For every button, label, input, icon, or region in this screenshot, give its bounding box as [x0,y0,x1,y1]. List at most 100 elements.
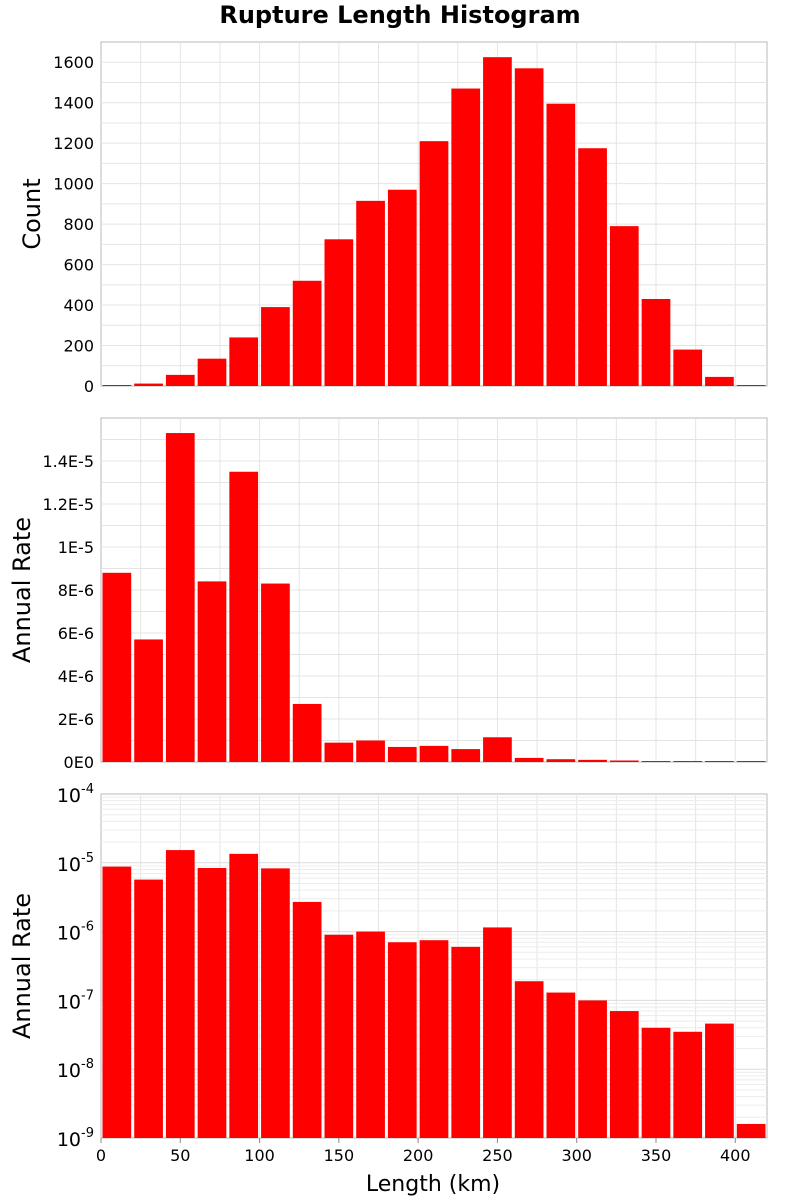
bar-count-10 [102,385,132,386]
y-tick-label: 1200 [53,134,94,153]
y-tick-label: 6E-6 [58,624,94,643]
y-tick-label: 1000 [53,175,94,194]
bar-count-390 [705,376,734,386]
bar-count-190 [387,189,417,386]
bar-rate-log-410 [736,1123,766,1138]
bar-rate-linear-90 [229,471,259,762]
bar-rate-linear-350 [641,761,671,762]
y-tick-label: 4E-6 [58,667,94,686]
bar-rate-linear-390 [705,761,734,762]
bar-rate-linear-110 [261,583,290,762]
panel-rate-log: 10-9 10-8 10-7 10-6 10-5 10-4 Annual Rate [8,782,768,1151]
bar-rate-log-330 [609,1011,639,1138]
bar-rate-linear-290 [546,759,576,762]
x-tick-label: 300 [561,1146,592,1165]
x-tick-label: 150 [324,1146,355,1165]
y-tick-label: 2E-6 [58,710,94,729]
y-axis-label: Count [18,178,46,249]
bar-rate-linear-130 [292,703,322,762]
bar-rate-log-210 [419,940,449,1138]
bar-rate-linear-150 [324,742,354,762]
bar-count-310 [578,148,607,386]
bar-rate-linear-170 [356,740,385,762]
x-axis-label: Length (km) [366,1172,500,1197]
y-axis-label: Annual Rate [8,893,36,1039]
bar-rate-log-70 [197,868,227,1138]
bar-count-110 [261,307,290,386]
bar-count-70 [197,358,227,386]
bar-count-330 [609,226,639,386]
bar-rate-log-310 [578,1000,607,1138]
bar-rate-log-270 [514,981,544,1138]
x-tick-label: 0 [96,1146,106,1165]
bar-rate-log-50 [165,850,195,1138]
bar-rate-log-110 [261,868,290,1138]
x-tick-label: 100 [244,1146,275,1165]
x-tick-label: 50 [170,1146,190,1165]
y-tick-label: 10-9 [57,1126,94,1151]
bar-count-230 [451,88,481,387]
bar-rate-linear-230 [451,749,481,762]
bar-count-350 [641,298,671,386]
bar-count-290 [546,103,576,386]
y-axis-label: Annual Rate [8,517,36,663]
y-tick-label: 1600 [53,53,94,72]
y-tick-label: 10-6 [57,920,94,945]
bar-count-270 [514,68,544,387]
x-tick-label: 200 [403,1146,434,1165]
bar-rate-linear-410 [736,761,766,762]
bar-rate-linear-50 [165,433,195,762]
x-tick-label: 350 [641,1146,672,1165]
y-tick-label: 0E0 [64,753,94,772]
bar-count-90 [229,337,259,386]
bar-rate-linear-70 [197,581,227,762]
bar-rate-log-170 [356,931,385,1138]
y-tick-label: 1400 [53,94,94,113]
y-tick-label: 400 [63,296,94,315]
bar-count-50 [165,374,195,386]
y-tick-label: 800 [63,215,94,234]
y-tick-label: 0 [84,377,94,396]
bar-rate-log-230 [451,946,481,1138]
bar-rate-log-370 [673,1031,703,1138]
x-tick-label: 400 [720,1146,751,1165]
bar-count-370 [673,349,703,386]
bar-count-210 [419,141,449,386]
bar-rate-log-150 [324,934,354,1138]
bar-rate-linear-30 [134,639,163,762]
y-tick-label: 1.2E-5 [42,495,94,514]
bar-rate-log-390 [705,1023,734,1138]
bar-rate-linear-270 [514,757,544,762]
y-tick-label: 1E-5 [58,538,94,557]
bar-rate-linear-250 [483,737,512,762]
bar-count-250 [483,57,512,386]
bar-count-30 [134,383,163,386]
chart-title: Rupture Length Histogram [219,1,580,29]
bar-rate-linear-310 [578,759,607,762]
x-axis-ticks: 0 50 100 150 200 250 300 350 400 [96,1138,751,1165]
bar-rate-linear-210 [419,745,449,762]
y-tick-label: 600 [63,256,94,275]
y-tick-label: 1.4E-5 [42,452,94,471]
y-tick-label: 10-8 [57,1057,94,1082]
bar-rate-linear-370 [673,761,703,762]
y-tick-label: 200 [63,337,94,356]
bar-rate-log-30 [134,879,163,1138]
y-tick-label: 8E-6 [58,581,94,600]
bar-count-130 [292,280,322,386]
y-tick-label: 10-4 [57,782,94,807]
bar-count-410 [736,385,766,386]
bar-rate-linear-10 [102,572,132,762]
panel-rate-linear: 0E0 2E-6 4E-6 6E-6 8E-6 1E-5 1.2E-5 1.4E-5 Annua… [8,417,768,772]
bar-rate-log-10 [102,866,132,1138]
panel-count: 0 200 400 600 800 1000 1200 1400 1600 Count [18,41,768,396]
bar-rate-linear-190 [387,746,417,762]
bar-rate-linear-330 [609,760,639,762]
bar-rate-log-130 [292,901,322,1138]
y-tick-label: 10-5 [57,851,94,876]
x-tick-label: 250 [482,1146,513,1165]
bar-count-170 [356,200,385,386]
bar-rate-log-190 [387,942,417,1138]
